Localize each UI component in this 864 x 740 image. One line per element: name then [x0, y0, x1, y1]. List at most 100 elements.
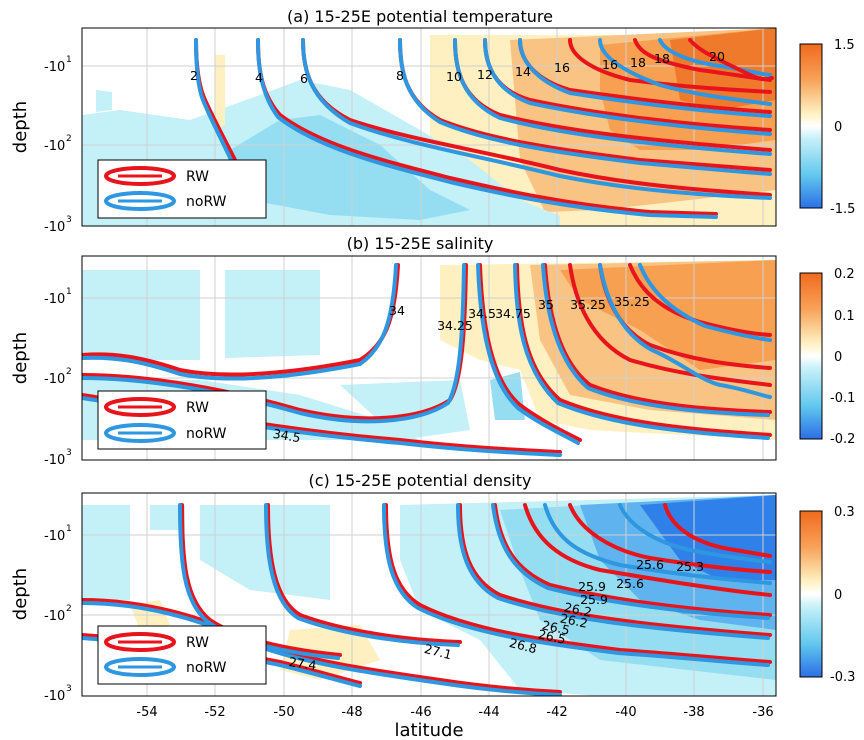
y-tick: -10	[44, 139, 65, 154]
contour-label: 18	[630, 55, 646, 70]
panel-b-contour-norw	[513, 263, 770, 440]
legend-norw-swatch	[104, 423, 176, 443]
panel-b-contour-norw	[82, 263, 398, 381]
panel-c-contour-norw	[543, 503, 772, 585]
contour-label: 25.9	[578, 579, 606, 594]
colorbar	[799, 272, 823, 440]
x-tick: -46	[410, 705, 431, 720]
panel-c-contour-norw	[456, 503, 770, 640]
contour-label: 2	[190, 68, 198, 83]
panel-c-cool-small	[150, 505, 185, 530]
panel-b-legend: RW noRW	[97, 390, 267, 450]
y-tick-exp: 1	[66, 55, 72, 65]
colorbar-tick: 0.1	[834, 309, 855, 324]
legend-rw-label: RW	[186, 635, 209, 651]
contour-label: 16	[554, 60, 570, 75]
contour-label: 34.25	[437, 318, 473, 333]
panel-c-contour-rw	[523, 503, 772, 597]
x-axis: -54 -52 -50 -48 -46 -44 -42 -40 -38 -36 …	[136, 705, 773, 740]
panel-c-contour-labels: 25.6 25.3 25.6 25.9 25.9 26.2 26.2 26.5 …	[288, 557, 704, 673]
panel-c-contour-rw	[568, 503, 772, 574]
panel-b-contour-norw	[476, 263, 580, 445]
x-tick: -50	[273, 705, 294, 720]
panel-b-title: (b) 15-25E salinity	[347, 234, 494, 253]
y-tick: -10	[44, 689, 65, 704]
y-tick: -10	[44, 292, 65, 307]
panel-b-cool-left	[82, 270, 200, 360]
panel-b-contour-norw	[638, 263, 772, 342]
panel-a-ylabel: depth	[10, 101, 31, 153]
legend-rw-label: RW	[186, 400, 209, 416]
contour-label: 12	[477, 67, 493, 82]
contour-label: 10	[446, 69, 462, 84]
contour-label: 25.3	[676, 559, 704, 574]
contour-label: 26.8	[508, 635, 539, 656]
contour-label: 34.75	[495, 306, 531, 321]
panel-b-cool-mid-col	[225, 270, 320, 358]
legend-norw-label: noRW	[186, 194, 227, 210]
colorbar-tick: 1.5	[834, 38, 855, 53]
legend-norw-swatch	[104, 191, 176, 211]
panel-a-contour-norw	[483, 38, 772, 136]
panel-a-contour-norw	[301, 38, 772, 200]
panel-a-warm-sliver	[215, 55, 225, 130]
legend-norw-swatch	[104, 657, 176, 677]
y-tick: -10	[44, 453, 65, 468]
y-tick: -10	[44, 220, 65, 235]
contour-label: 35.25	[614, 294, 650, 309]
panel-c-legend: RW noRW	[97, 625, 267, 685]
contour-label: 34.5	[468, 306, 496, 321]
colorbar-tick: 0	[834, 588, 842, 603]
contour-label: 26.5	[537, 626, 567, 646]
legend-rw-swatch	[104, 166, 176, 186]
contour-label: 27.4	[288, 654, 318, 673]
x-tick: -48	[341, 705, 362, 720]
panel-a-contour-labels: 2 4 6 8 10 12 14 16 16 18 18 20	[190, 49, 725, 86]
panel-b-colorbar: 0.2 0.1 0 -0.1 -0.2	[799, 267, 855, 447]
panel-a-yaxis: -10 1 -10 2 -10 3 depth	[10, 55, 72, 235]
y-tick-exp: 3	[66, 448, 72, 458]
y-tick-exp: 1	[66, 287, 72, 297]
legend-rw-swatch	[104, 397, 176, 417]
panel-c-contour-rw	[266, 503, 462, 644]
colorbar-tick: 0.3	[834, 505, 855, 520]
y-tick-exp: 2	[66, 604, 72, 614]
contour-label: 4	[255, 70, 263, 85]
panel-c: (c) 15-25E potential density	[10, 471, 855, 740]
panel-c-contour-norw	[82, 601, 562, 696]
panel-a-contour-rw	[568, 38, 772, 94]
panel-c-contour-rw	[384, 503, 772, 664]
contour-label: 26.5	[541, 617, 571, 637]
y-tick: -10	[44, 372, 65, 387]
panel-b-yaxis: -10 1 -10 2 -10 3 depth	[10, 287, 72, 468]
panel-a-cool-mid	[230, 115, 470, 220]
x-tick: -52	[204, 705, 225, 720]
contour-label: 25.9	[580, 592, 608, 607]
panel-a-contour-norw	[194, 38, 234, 164]
contour-label: 27.1	[423, 641, 454, 662]
panel-b-cool-center	[340, 380, 470, 440]
contour-label: 35	[538, 297, 554, 312]
panel-c-frame	[81, 492, 777, 697]
x-tick: -38	[683, 705, 704, 720]
y-tick-exp: 2	[66, 134, 72, 144]
panel-a: (a) 15-25E potential temperature	[10, 7, 855, 235]
panel-b-frame	[81, 255, 777, 461]
y-tick-exp: 3	[66, 215, 72, 225]
panel-a-contour-norw	[658, 38, 772, 77]
colorbar-tick: 0.2	[834, 267, 855, 282]
panel-b-contour-norw	[598, 263, 772, 399]
panel-b-contour-norw	[82, 263, 466, 424]
legend-rw-label: RW	[186, 169, 209, 185]
x-tick: -54	[136, 705, 157, 720]
legend-rw-swatch	[104, 632, 176, 652]
panel-a-contour-norw	[398, 38, 772, 176]
legend-norw-label: noRW	[186, 426, 227, 442]
panel-a-contour-rw	[688, 38, 774, 82]
panel-a-contours	[194, 38, 774, 219]
x-tick: -40	[615, 705, 636, 720]
y-tick: -10	[44, 60, 65, 75]
contour-label: 25.6	[616, 576, 644, 591]
panel-b-warm-strong	[560, 260, 776, 370]
